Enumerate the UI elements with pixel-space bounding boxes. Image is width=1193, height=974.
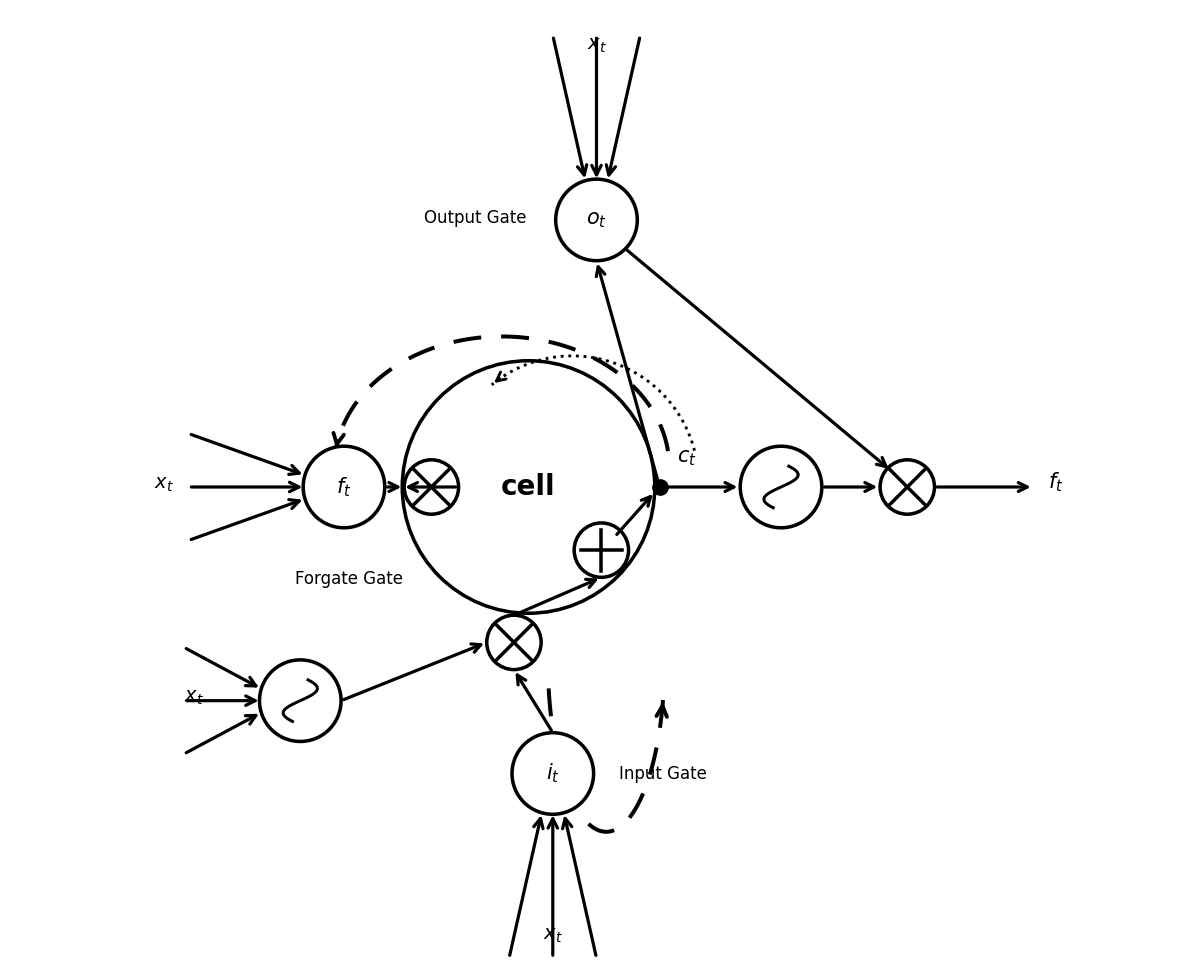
Circle shape bbox=[404, 460, 458, 514]
Text: $x_t$: $x_t$ bbox=[543, 926, 563, 945]
Text: $i_t$: $i_t$ bbox=[546, 762, 560, 785]
Text: Output Gate: Output Gate bbox=[424, 209, 526, 227]
Text: Input Gate: Input Gate bbox=[619, 765, 706, 782]
Text: $x_t$: $x_t$ bbox=[154, 474, 174, 494]
Text: $f_t$: $f_t$ bbox=[1049, 470, 1064, 494]
Circle shape bbox=[574, 523, 629, 578]
Circle shape bbox=[303, 446, 385, 528]
Text: Forgate Gate: Forgate Gate bbox=[295, 570, 403, 587]
Circle shape bbox=[880, 460, 934, 514]
Text: $x_t$: $x_t$ bbox=[587, 36, 606, 55]
Circle shape bbox=[487, 616, 542, 669]
Text: $c_t$: $c_t$ bbox=[678, 448, 697, 468]
Circle shape bbox=[556, 179, 637, 261]
Circle shape bbox=[260, 659, 341, 741]
Circle shape bbox=[402, 360, 655, 614]
Text: cell: cell bbox=[501, 473, 556, 501]
Circle shape bbox=[740, 446, 822, 528]
Text: $o_t$: $o_t$ bbox=[586, 210, 607, 230]
Text: $f_t$: $f_t$ bbox=[336, 475, 352, 499]
Circle shape bbox=[512, 732, 594, 814]
Text: $x_t$: $x_t$ bbox=[184, 689, 203, 707]
